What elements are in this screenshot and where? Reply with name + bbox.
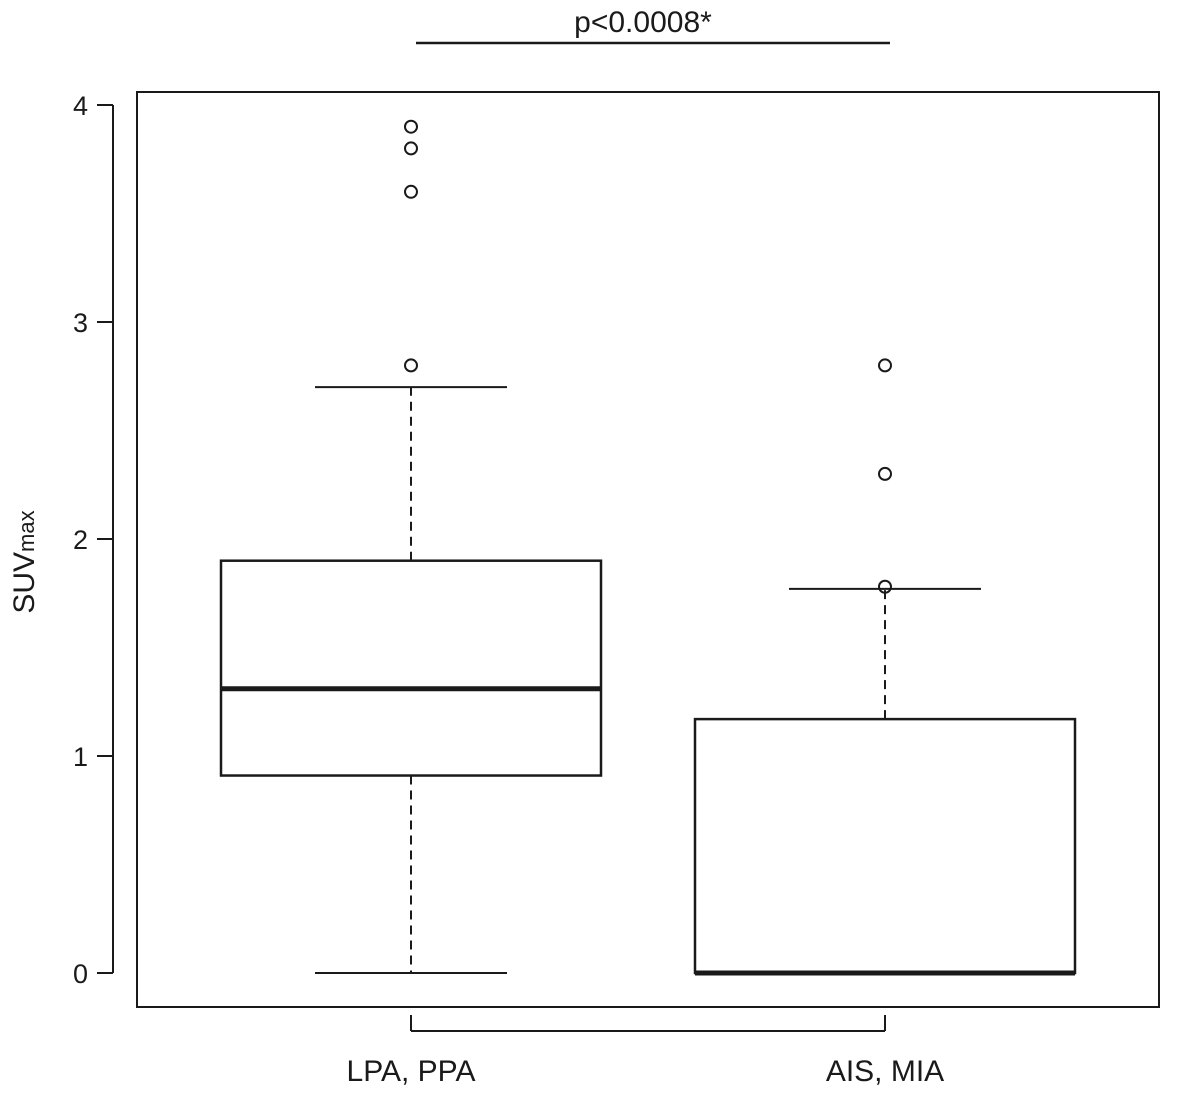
y-tick-label: 1: [73, 742, 88, 772]
x-tick-label: LPA, PPA: [347, 1055, 476, 1088]
outlier-point: [404, 119, 418, 134]
x-tick-label: AIS, MIA: [826, 1055, 944, 1088]
y-axis: 0 1 2 3 4: [73, 91, 114, 989]
outlier-point: [878, 579, 892, 594]
y-tick-label: 0: [73, 959, 88, 989]
plot-frame: [136, 91, 1160, 1008]
p-value-annotation: p<0.0008*: [574, 6, 712, 39]
outlier-point: [878, 358, 892, 373]
outlier-point: [878, 466, 892, 481]
box-group: [219, 119, 603, 974]
box-iqr: [219, 559, 603, 777]
y-axis-label: SUVmax: [8, 510, 41, 613]
outlier-point: [404, 141, 418, 156]
y-axis-label-main: SUV: [8, 552, 41, 614]
outlier-point: [404, 358, 418, 373]
y-tick-label: 2: [73, 525, 88, 555]
x-axis: LPA, PPA AIS, MIA: [347, 1015, 944, 1088]
outlier-point: [404, 184, 418, 199]
box-iqr: [693, 717, 1077, 975]
y-tick-label: 4: [73, 91, 88, 121]
box-series: [219, 119, 1077, 976]
y-tick-label: 3: [73, 308, 88, 338]
box-group: [693, 358, 1077, 976]
y-axis-label-sub: max: [14, 510, 39, 552]
